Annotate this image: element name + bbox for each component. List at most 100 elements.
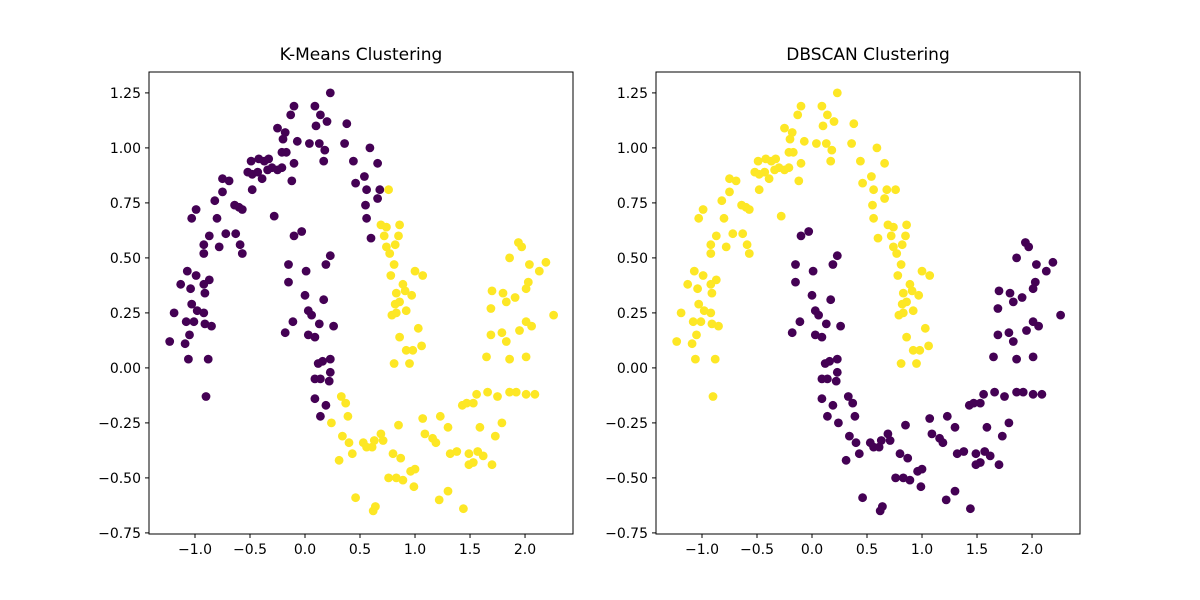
data-point bbox=[320, 145, 330, 155]
data-point bbox=[390, 240, 400, 250]
x-tick-label: −0.5 bbox=[233, 542, 267, 558]
data-point bbox=[263, 165, 272, 175]
data-point bbox=[313, 359, 323, 368]
data-point bbox=[808, 266, 818, 276]
data-point bbox=[184, 354, 193, 364]
data-point bbox=[836, 321, 845, 331]
data-point bbox=[187, 299, 197, 309]
data-point bbox=[214, 242, 224, 252]
data-point bbox=[1004, 418, 1014, 428]
data-point bbox=[284, 277, 293, 287]
data-point bbox=[379, 231, 389, 241]
data-point bbox=[1030, 277, 1040, 287]
data-point bbox=[549, 310, 558, 320]
data-point bbox=[796, 101, 806, 111]
data-point bbox=[310, 394, 320, 404]
data-point bbox=[708, 392, 718, 401]
data-point bbox=[182, 266, 192, 276]
data-point bbox=[237, 205, 247, 214]
y-tick-label: 0.75 bbox=[110, 196, 141, 212]
data-point bbox=[253, 167, 263, 177]
data-point bbox=[1008, 297, 1018, 307]
data-point bbox=[880, 158, 889, 168]
data-point bbox=[351, 178, 360, 188]
data-point bbox=[201, 392, 211, 401]
data-point bbox=[784, 163, 794, 173]
data-point bbox=[731, 176, 741, 186]
data-point bbox=[169, 308, 179, 318]
data-point bbox=[829, 117, 839, 126]
data-point bbox=[351, 493, 360, 503]
data-point bbox=[210, 196, 220, 206]
data-point bbox=[875, 506, 885, 516]
axes-border bbox=[148, 71, 574, 535]
data-point bbox=[307, 310, 316, 320]
data-point bbox=[993, 330, 1003, 340]
data-point bbox=[847, 139, 856, 148]
data-point bbox=[200, 288, 210, 298]
y-tick-label: 0.50 bbox=[617, 251, 648, 267]
data-point bbox=[848, 398, 858, 408]
data-point bbox=[764, 174, 774, 184]
data-point bbox=[316, 374, 325, 384]
data-point bbox=[725, 187, 734, 197]
data-point bbox=[1037, 389, 1047, 399]
data-point bbox=[246, 156, 256, 166]
data-point bbox=[468, 398, 478, 408]
data-point bbox=[917, 464, 927, 474]
data-point bbox=[721, 242, 731, 252]
data-point bbox=[823, 411, 832, 421]
y-tick-label: 1.25 bbox=[617, 86, 648, 102]
y-tick-label: −0.50 bbox=[98, 471, 141, 487]
data-point bbox=[367, 442, 377, 452]
data-point bbox=[711, 231, 721, 241]
data-point bbox=[753, 156, 763, 166]
x-tick-label: 0.0 bbox=[294, 542, 316, 558]
data-point bbox=[378, 436, 388, 445]
data-point bbox=[952, 449, 962, 459]
data-point bbox=[391, 473, 401, 483]
data-point bbox=[832, 251, 842, 261]
data-point bbox=[434, 495, 444, 505]
data-point bbox=[498, 288, 508, 298]
data-point bbox=[818, 121, 828, 131]
data-point bbox=[754, 185, 764, 195]
data-point bbox=[417, 341, 426, 351]
data-point bbox=[389, 260, 399, 269]
data-point bbox=[997, 431, 1007, 441]
data-point bbox=[901, 231, 910, 241]
data-point bbox=[388, 449, 398, 459]
data-point bbox=[191, 205, 201, 214]
data-point bbox=[297, 227, 307, 236]
data-point bbox=[925, 271, 935, 280]
data-point bbox=[472, 389, 481, 399]
x-tick-label: 1.0 bbox=[404, 542, 426, 558]
data-point bbox=[218, 187, 227, 197]
data-point bbox=[791, 260, 800, 269]
data-point bbox=[924, 341, 933, 351]
data-point bbox=[1028, 352, 1038, 362]
data-point bbox=[982, 422, 992, 432]
data-point bbox=[897, 299, 907, 309]
data-point bbox=[1000, 392, 1009, 401]
x-tick-label: 0.5 bbox=[856, 542, 878, 558]
data-point bbox=[288, 317, 298, 327]
data-point bbox=[966, 504, 975, 514]
data-point bbox=[277, 163, 287, 173]
data-point bbox=[521, 284, 531, 294]
data-point bbox=[362, 185, 371, 195]
data-point bbox=[401, 306, 411, 316]
data-point bbox=[1017, 293, 1027, 302]
y-tick-label: 0.00 bbox=[617, 361, 648, 377]
data-point bbox=[814, 310, 823, 320]
data-point bbox=[920, 323, 930, 333]
data-point bbox=[817, 332, 827, 342]
data-point bbox=[325, 354, 335, 364]
y-tick-label: −0.25 bbox=[98, 416, 141, 432]
x-tick-label: 0.0 bbox=[801, 542, 823, 558]
data-point bbox=[880, 194, 889, 203]
data-point bbox=[322, 117, 332, 126]
data-point bbox=[199, 249, 209, 258]
data-point bbox=[914, 290, 924, 300]
